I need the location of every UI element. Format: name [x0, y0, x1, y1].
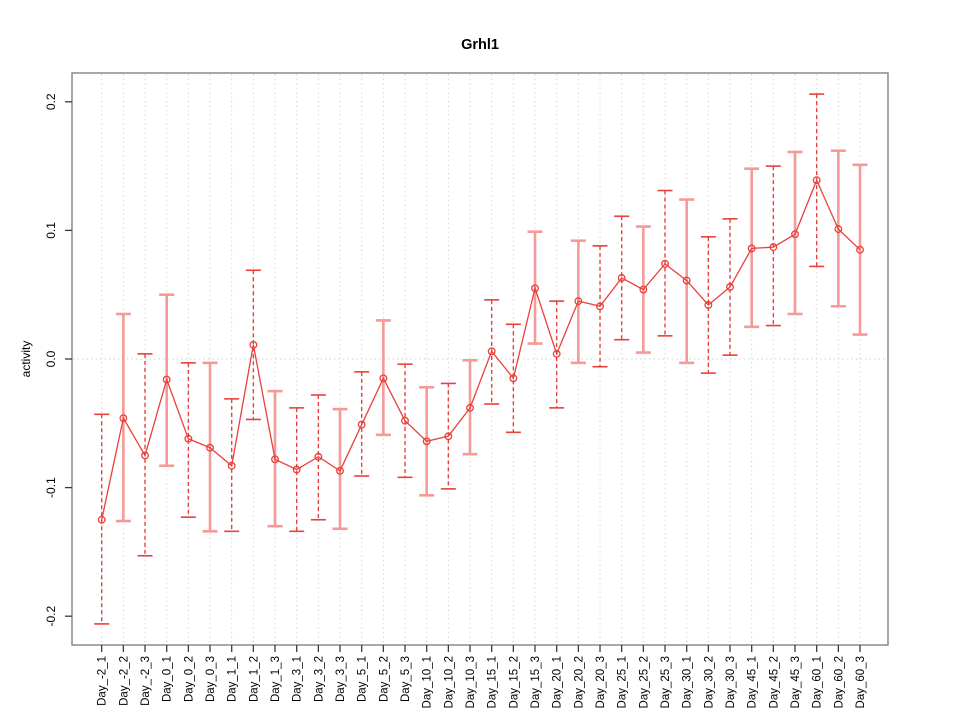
grid-layer: [73, 74, 887, 644]
x-tick-label: Day_15_2: [508, 656, 520, 708]
x-tick-label: Day_5_3: [400, 656, 412, 702]
x-tick-label: Day_3_1: [292, 656, 304, 702]
data-point: [552, 349, 561, 358]
axis-layer: 0.2 0.1 0.0 -0.1 -0.2 Day_-2_1 Day_-2_2 Day_-2_…: [44, 93, 867, 708]
data-point: [379, 374, 388, 383]
x-tick-label: Day_45_1: [747, 656, 759, 708]
x-tick-label: Day_1_2: [248, 656, 260, 702]
x-tick-label: Day_45_3: [790, 656, 802, 708]
x-tick-label: Day_0_1: [162, 656, 174, 702]
x-tick-label: Day_60_2: [833, 656, 845, 708]
data-point: [119, 414, 128, 423]
x-tick-label: Day_30_2: [703, 656, 715, 708]
x-tick-label: Day_15_1: [487, 656, 499, 708]
x-tick-label: Day_30_1: [682, 656, 694, 708]
data-point: [141, 451, 149, 460]
x-tick-label: Day_10_3: [465, 656, 477, 708]
x-tick-label: Day_20_2: [573, 656, 585, 708]
data-point: [444, 432, 453, 441]
chart-title: Grhl1: [461, 37, 499, 53]
data-point: [812, 176, 821, 185]
data-point: [856, 245, 864, 254]
x-tick-label: Day_45_2: [768, 656, 780, 708]
data-point: [574, 297, 583, 306]
x-tick-label: Day_-2_3: [140, 656, 152, 706]
x-tick-label: Day_60_1: [812, 656, 824, 708]
data-point: [162, 375, 171, 384]
x-tick-label: Day_-2_2: [118, 656, 130, 706]
series-line: [101, 178, 861, 520]
x-tick-label: Day_1_3: [270, 656, 282, 702]
data-point: [184, 434, 193, 443]
data-point: [682, 276, 691, 285]
data-layer: [94, 93, 868, 625]
data-point: [747, 244, 756, 253]
y-tick-label: 0.1: [44, 222, 58, 239]
data-point: [661, 259, 669, 268]
x-tick-label: Day_10_1: [422, 656, 434, 708]
data-point: [401, 416, 409, 425]
y-tick-label: 0.0: [44, 350, 58, 367]
data-point: [292, 465, 301, 474]
data-point: [206, 443, 214, 452]
y-tick-label: 0.2: [44, 93, 58, 110]
y-tick-label: -0.2: [44, 606, 58, 627]
data-point: [531, 284, 539, 293]
x-tick-label: Day_3_2: [313, 656, 325, 702]
x-tick-label: Day_5_1: [357, 656, 369, 702]
data-point: [769, 243, 778, 252]
data-point: [834, 225, 843, 234]
x-tick-label: Day_10_2: [443, 656, 455, 708]
y-tick-label: -0.1: [44, 477, 58, 498]
data-point: [466, 403, 474, 412]
x-tick-label: Day_5_2: [378, 656, 390, 702]
x-tick-label: Day_3_3: [335, 656, 347, 702]
data-point: [639, 285, 648, 294]
data-point: [791, 230, 799, 239]
x-tick-label: Day_25_2: [638, 656, 650, 708]
y-axis-label: activity: [19, 341, 33, 378]
data-point: [271, 455, 279, 464]
plot-box: [71, 72, 889, 646]
x-tick-label: Day_20_3: [595, 656, 607, 708]
data-point: [509, 374, 518, 383]
x-tick-label: Day_25_3: [660, 656, 672, 708]
data-point: [97, 515, 106, 524]
x-tick-label: Day_0_2: [183, 656, 195, 702]
data-point: [596, 302, 604, 311]
data-point: [726, 283, 734, 291]
x-tick-label: Day_-2_1: [97, 656, 109, 706]
data-point: [422, 437, 431, 446]
x-tick-label: Day_15_3: [530, 656, 542, 708]
data-point: [617, 274, 626, 282]
data-point: [249, 340, 258, 349]
data-point: [336, 466, 344, 475]
data-point: [227, 461, 236, 470]
x-tick-label: Day_30_3: [725, 656, 737, 708]
data-point: [357, 420, 366, 429]
data-point: [314, 452, 323, 461]
x-tick-label: Day_60_3: [855, 656, 867, 708]
data-point: [704, 301, 713, 309]
data-point: [487, 347, 496, 356]
x-tick-label: Day_20_1: [552, 656, 564, 708]
plot-frame-layer: [71, 72, 889, 646]
x-tick-label: Day_25_1: [617, 656, 629, 708]
x-tick-label: Day_1_1: [227, 656, 239, 702]
x-tick-label: Day_0_3: [205, 656, 217, 702]
